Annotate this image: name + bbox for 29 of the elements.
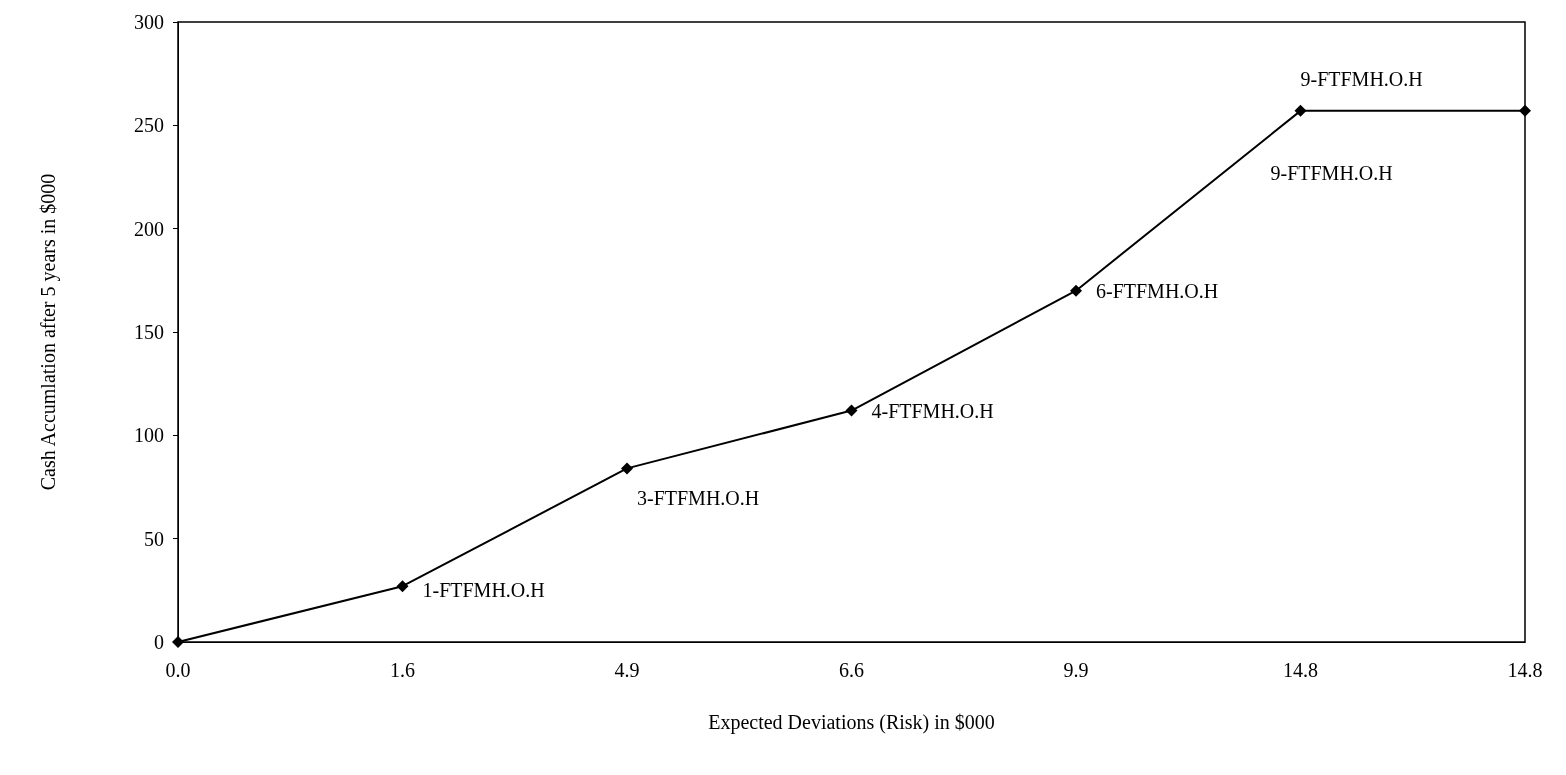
annotation: 4-FTFMH.O.H [871,399,994,422]
y-tick-label: 150 [134,321,164,343]
annotation: 9-FTFMH.O.H [1270,161,1393,184]
annotation: 6-FTFMH.O.H [1096,279,1219,302]
y-tick-label: 50 [144,527,164,550]
x-tick-label: 14.8 [1507,659,1543,681]
point [621,462,633,475]
y-tick-label: 0 [154,631,164,653]
point [1294,104,1307,117]
point [1519,104,1531,117]
annotation: 3-FTFMH.O.H [637,487,760,510]
point [396,580,409,593]
x-axis-title: Expected Deviations (Risk) in $000 [708,711,995,734]
y-axis-title: Cash Accumlation after 5 years in $000 [37,173,60,491]
x-tick-label: 9.9 [1063,659,1089,681]
point [1070,284,1082,297]
x-tick-label: 14.8 [1283,659,1318,681]
x-tick-label: 4.9 [614,659,640,681]
x-tick-label: 0.0 [165,659,191,681]
annotation: 9-FTFMH.O.H [1300,67,1423,90]
y-tick-label: 100 [134,424,164,447]
x-tick-label: 6.6 [839,659,864,681]
point [172,636,184,648]
x-tick-label: 1.6 [390,659,415,681]
annotation: 1-FTFMH.O.H [422,579,545,602]
y-tick-label: 200 [134,217,164,240]
point [845,404,858,417]
y-tick-label: 300 [134,11,164,33]
y-tick-label: 250 [134,114,164,137]
